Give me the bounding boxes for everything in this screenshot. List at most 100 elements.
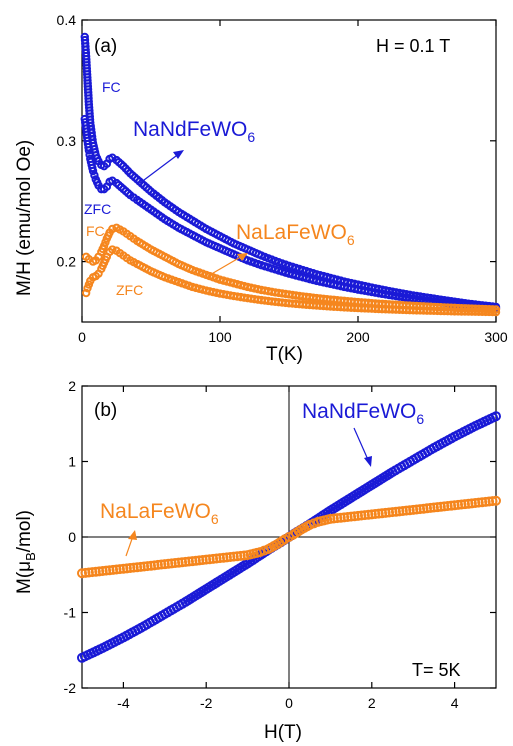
data-point-fill [152,559,163,570]
data-point-fill [104,565,115,576]
field-annotation: H = 0.1 T [376,36,450,56]
panel-a: 0 100 200 300 0.2 0.3 0.4 (a) H = 0.1 T T(K) M… [14,12,508,365]
data-point-fill [487,496,498,507]
data-point-fill [397,505,408,516]
data-point-fill [228,551,239,562]
la-fc-label: FC [86,223,105,239]
data-point-fill [328,513,339,524]
data-point-fill [484,496,495,507]
data-point-fill [197,555,208,566]
data-point-fill [135,561,146,572]
data-point-fill [194,555,205,566]
series-nalafewo6-zfc [81,245,501,317]
data-point [366,509,377,520]
data-point-fill [384,507,395,518]
x-tick-label: 0 [78,329,86,345]
data-point [221,552,232,563]
data-point [81,288,91,298]
data-point-fill [432,502,443,513]
data-point-fill [225,552,236,563]
data-point-fill [101,565,112,576]
data-point-fill [85,150,94,159]
data-point [118,563,129,574]
data-point-fill [232,551,243,562]
x-tick-label: 200 [346,329,370,345]
data-point-fill [125,562,136,573]
x-tick-label: 300 [484,329,508,345]
data-point-fill [422,503,432,514]
series-nandfewo6-zfc [80,114,501,313]
data-point-fill [166,558,177,569]
x-tick-label: -2 [200,695,213,711]
data-point [88,166,98,176]
data-point-fill [401,505,412,516]
data-point [77,568,87,579]
data-point-fill [435,501,446,512]
data-point-fill [453,499,464,510]
data-point-fill [363,509,374,520]
data-point-fill [149,560,160,571]
series-nalafewo6 [77,495,501,579]
data-point-fill [459,499,470,510]
data-point [346,511,357,522]
data-point [108,245,117,254]
data-point-fill [111,564,122,575]
temperature-annotation: T= 5K [412,660,461,680]
data-point [408,504,419,515]
panel-a-xlabel: T(K) [266,344,303,365]
data-point-fill [218,552,229,563]
data-point [201,554,212,565]
la-arrowhead-b [128,530,137,540]
data-point-fill [349,511,360,522]
data-point [325,513,336,524]
nd-zfc-label: ZFC [84,201,111,217]
data-point-fill [473,497,484,508]
data-point-fill [132,562,143,573]
data-point-fill [156,559,167,570]
data-point-fill [128,562,139,573]
la-arrowhead-a [237,253,248,261]
data-point-fill [463,498,474,509]
data-point-fill [488,307,497,317]
data-point [428,502,439,513]
data-point-fill [90,566,101,577]
data-point [449,500,460,511]
data-point-fill [425,502,436,513]
data-point-fill [108,564,119,575]
data-point-fill [415,504,426,515]
panel-a-label: (a) [94,36,117,57]
data-point-fill [170,558,181,569]
data-point-fill [211,553,222,564]
data-point-fill [142,561,153,572]
data-point-fill [377,508,388,519]
la-series-label-a: NaLaFeWO6 [236,221,355,248]
data-point [108,224,117,234]
x-tick-label: 100 [208,329,232,345]
data-point-fill [215,553,225,564]
data-point-fill [356,510,367,521]
data-point [84,146,94,155]
data-point-fill [87,567,98,578]
nd-arrowhead-b [364,456,372,467]
data-point-fill [239,550,250,561]
y-tick-label: 1 [68,454,76,470]
x-tick-label: 2 [368,695,376,711]
data-point-fill [183,556,194,567]
data-point [387,507,398,518]
data-point-fill [332,513,343,524]
data-point-fill [446,500,457,511]
x-tick-label: 0 [285,695,293,711]
data-point-fill [80,567,91,578]
nd-series-label-a: NaNdFeWO6 [133,118,255,145]
data-point-fill [373,508,384,519]
x-tick-label: 4 [451,695,459,711]
la-series-label-b: NaLaFeWO6 [100,500,219,527]
x-tick-label: -4 [117,695,130,711]
panel-b-ylabel: M(μB/mol) [14,510,38,594]
data-point-fill [163,558,174,569]
y-tick-label: 0.4 [57,12,77,28]
la-arrow-a [207,254,245,277]
data-point [491,307,501,317]
panel-b-label: (b) [94,400,117,421]
